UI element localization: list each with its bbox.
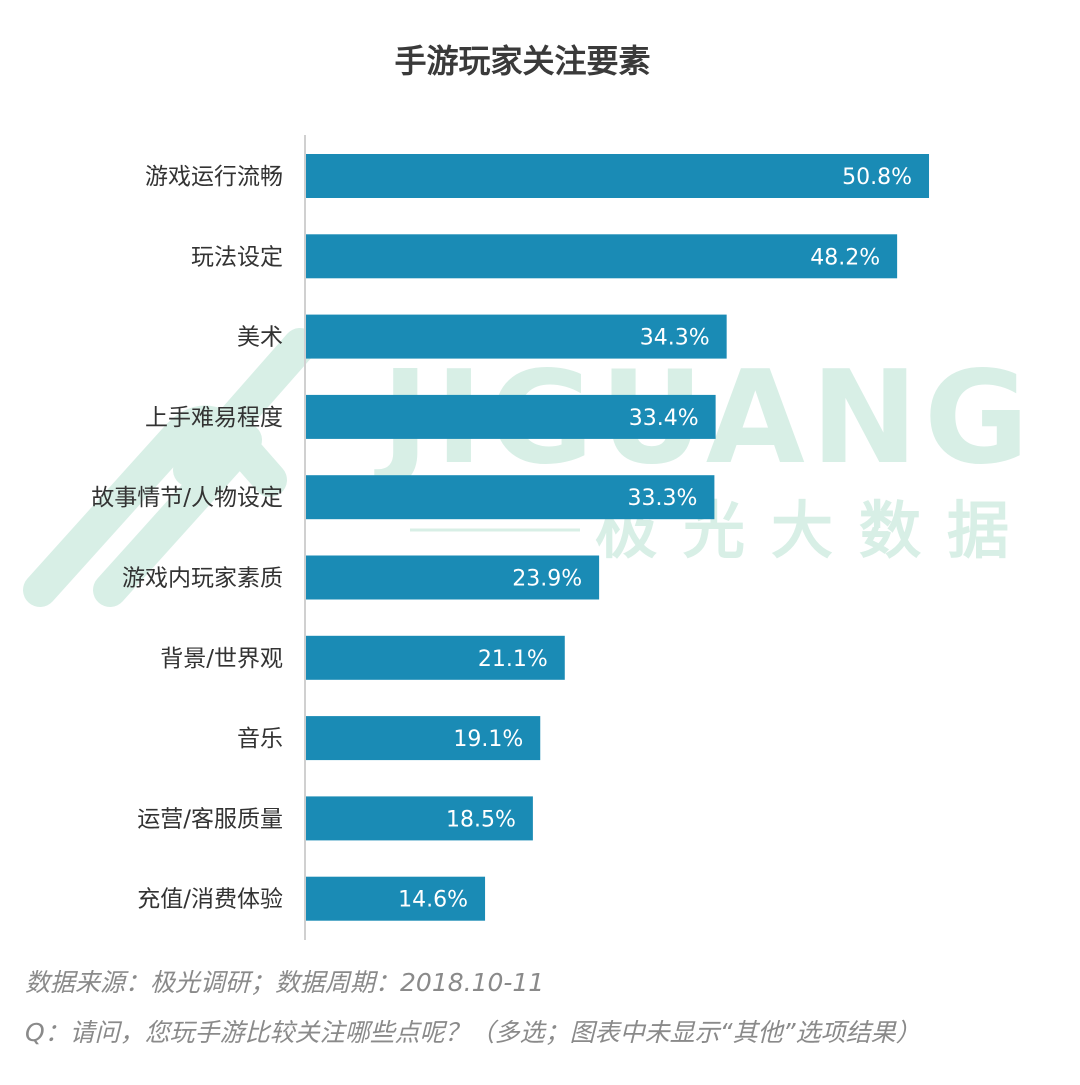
value-label-1: 50.8%	[842, 165, 912, 190]
footnote-source: 数据来源：极光调研；数据周期：2018.10-11	[25, 968, 545, 997]
category-labels-group: 游戏运行流畅玩法设定美术上手难易程度故事情节/人物设定游戏内玩家素质背景/世界观…	[91, 164, 283, 913]
bar-4	[306, 394, 716, 439]
bar-6	[306, 555, 600, 600]
category-label-5: 故事情节/人物设定	[91, 485, 283, 511]
bar-5	[306, 475, 715, 520]
bar-3	[306, 314, 727, 359]
value-label-6: 23.9%	[512, 567, 582, 592]
bar-8	[306, 716, 541, 761]
category-label-9: 运营/客服质量	[137, 806, 283, 832]
value-label-7: 21.1%	[478, 647, 548, 672]
footnote-question: Q：请问，您玩手游比较关注哪些点呢？（多选；图表中未显示“其他”选项结果）	[25, 1018, 921, 1047]
bar-7	[306, 635, 565, 680]
bar-1	[306, 154, 930, 198]
bar-chart: 游戏运行流畅玩法设定美术上手难易程度故事情节/人物设定游戏内玩家素质背景/世界观…	[91, 135, 930, 940]
category-label-3: 美术	[237, 325, 283, 351]
category-label-1: 游戏运行流畅	[145, 164, 283, 190]
value-label-4: 33.4%	[629, 406, 699, 431]
bar-9	[306, 796, 533, 841]
category-label-10: 充值/消费体验	[137, 887, 283, 913]
value-label-8: 19.1%	[453, 727, 523, 752]
category-label-4: 上手难易程度	[145, 405, 283, 431]
value-label-10: 14.6%	[398, 888, 468, 913]
value-label-2: 48.2%	[810, 245, 880, 270]
chart-title: 手游玩家关注要素	[394, 42, 651, 80]
category-label-6: 游戏内玩家素质	[122, 566, 283, 592]
value-label-5: 33.3%	[628, 486, 698, 511]
value-label-9: 18.5%	[446, 807, 516, 832]
category-label-2: 玩法设定	[191, 244, 283, 270]
bar-10	[306, 876, 486, 921]
bars-group	[306, 154, 930, 921]
value-labels-group: 50.8% 48.2% 34.3% 33.4% 33.3% 23.9% 21.1% 19.1%…	[398, 165, 912, 913]
value-label-3: 34.3%	[640, 326, 710, 351]
bar-2	[306, 234, 898, 279]
category-label-8: 音乐	[237, 726, 283, 752]
category-label-7: 背景/世界观	[160, 646, 283, 672]
